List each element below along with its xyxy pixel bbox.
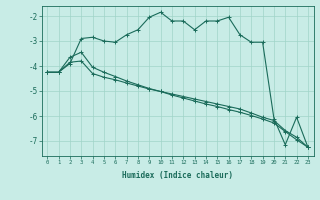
X-axis label: Humidex (Indice chaleur): Humidex (Indice chaleur) bbox=[122, 171, 233, 180]
